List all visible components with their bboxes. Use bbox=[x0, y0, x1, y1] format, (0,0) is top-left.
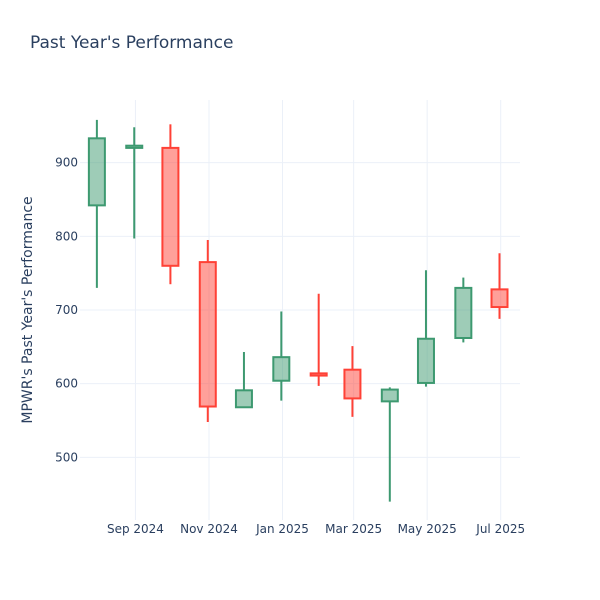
y-tick-label: 800 bbox=[55, 229, 78, 243]
candle-body bbox=[87, 137, 106, 207]
x-tick-label: Jan 2025 bbox=[255, 522, 309, 536]
candle-increasing bbox=[125, 127, 144, 239]
candle-body bbox=[272, 356, 291, 382]
candle-body bbox=[490, 288, 509, 309]
candle-decreasing bbox=[309, 293, 328, 386]
tick-labels: 500 600 700 800 900 Sep 2024 Nov 2024 Jan 2025 M… bbox=[55, 156, 525, 536]
candle-body bbox=[234, 389, 253, 409]
x-tick-label: Mar 2025 bbox=[325, 522, 382, 536]
y-tick-label: 600 bbox=[55, 377, 78, 391]
candle-body bbox=[343, 368, 362, 400]
x-tick-label: Nov 2024 bbox=[180, 522, 238, 536]
x-tick-label: Jul 2025 bbox=[475, 522, 525, 536]
candle-increasing bbox=[416, 270, 435, 387]
y-tick-label: 700 bbox=[55, 303, 78, 317]
candle-body bbox=[454, 286, 473, 340]
x-tick-label: Sep 2024 bbox=[107, 522, 164, 536]
grid-lines bbox=[80, 100, 520, 520]
y-tick-label: 900 bbox=[55, 156, 78, 170]
candle-decreasing bbox=[198, 240, 217, 422]
y-tick-label: 500 bbox=[55, 450, 78, 464]
candle-increasing bbox=[234, 352, 253, 409]
candle-increasing bbox=[454, 277, 473, 343]
candle-increasing bbox=[87, 119, 106, 288]
candle-body bbox=[416, 337, 435, 384]
candle-increasing bbox=[380, 387, 399, 502]
candle-body bbox=[198, 261, 217, 408]
candle-decreasing bbox=[490, 253, 509, 319]
candle-body bbox=[380, 388, 399, 403]
y-axis-title: MPWR's Past Year's Performance bbox=[20, 196, 36, 423]
candle-increasing bbox=[272, 311, 291, 401]
candle-decreasing bbox=[343, 346, 362, 417]
chart-title: Past Year's Performance bbox=[30, 33, 234, 53]
candle-body bbox=[161, 146, 180, 267]
candles bbox=[87, 119, 509, 502]
candle-body bbox=[125, 144, 144, 149]
x-tick-label: May 2025 bbox=[398, 522, 457, 536]
candle-body bbox=[309, 372, 328, 377]
candle-decreasing bbox=[161, 124, 180, 285]
